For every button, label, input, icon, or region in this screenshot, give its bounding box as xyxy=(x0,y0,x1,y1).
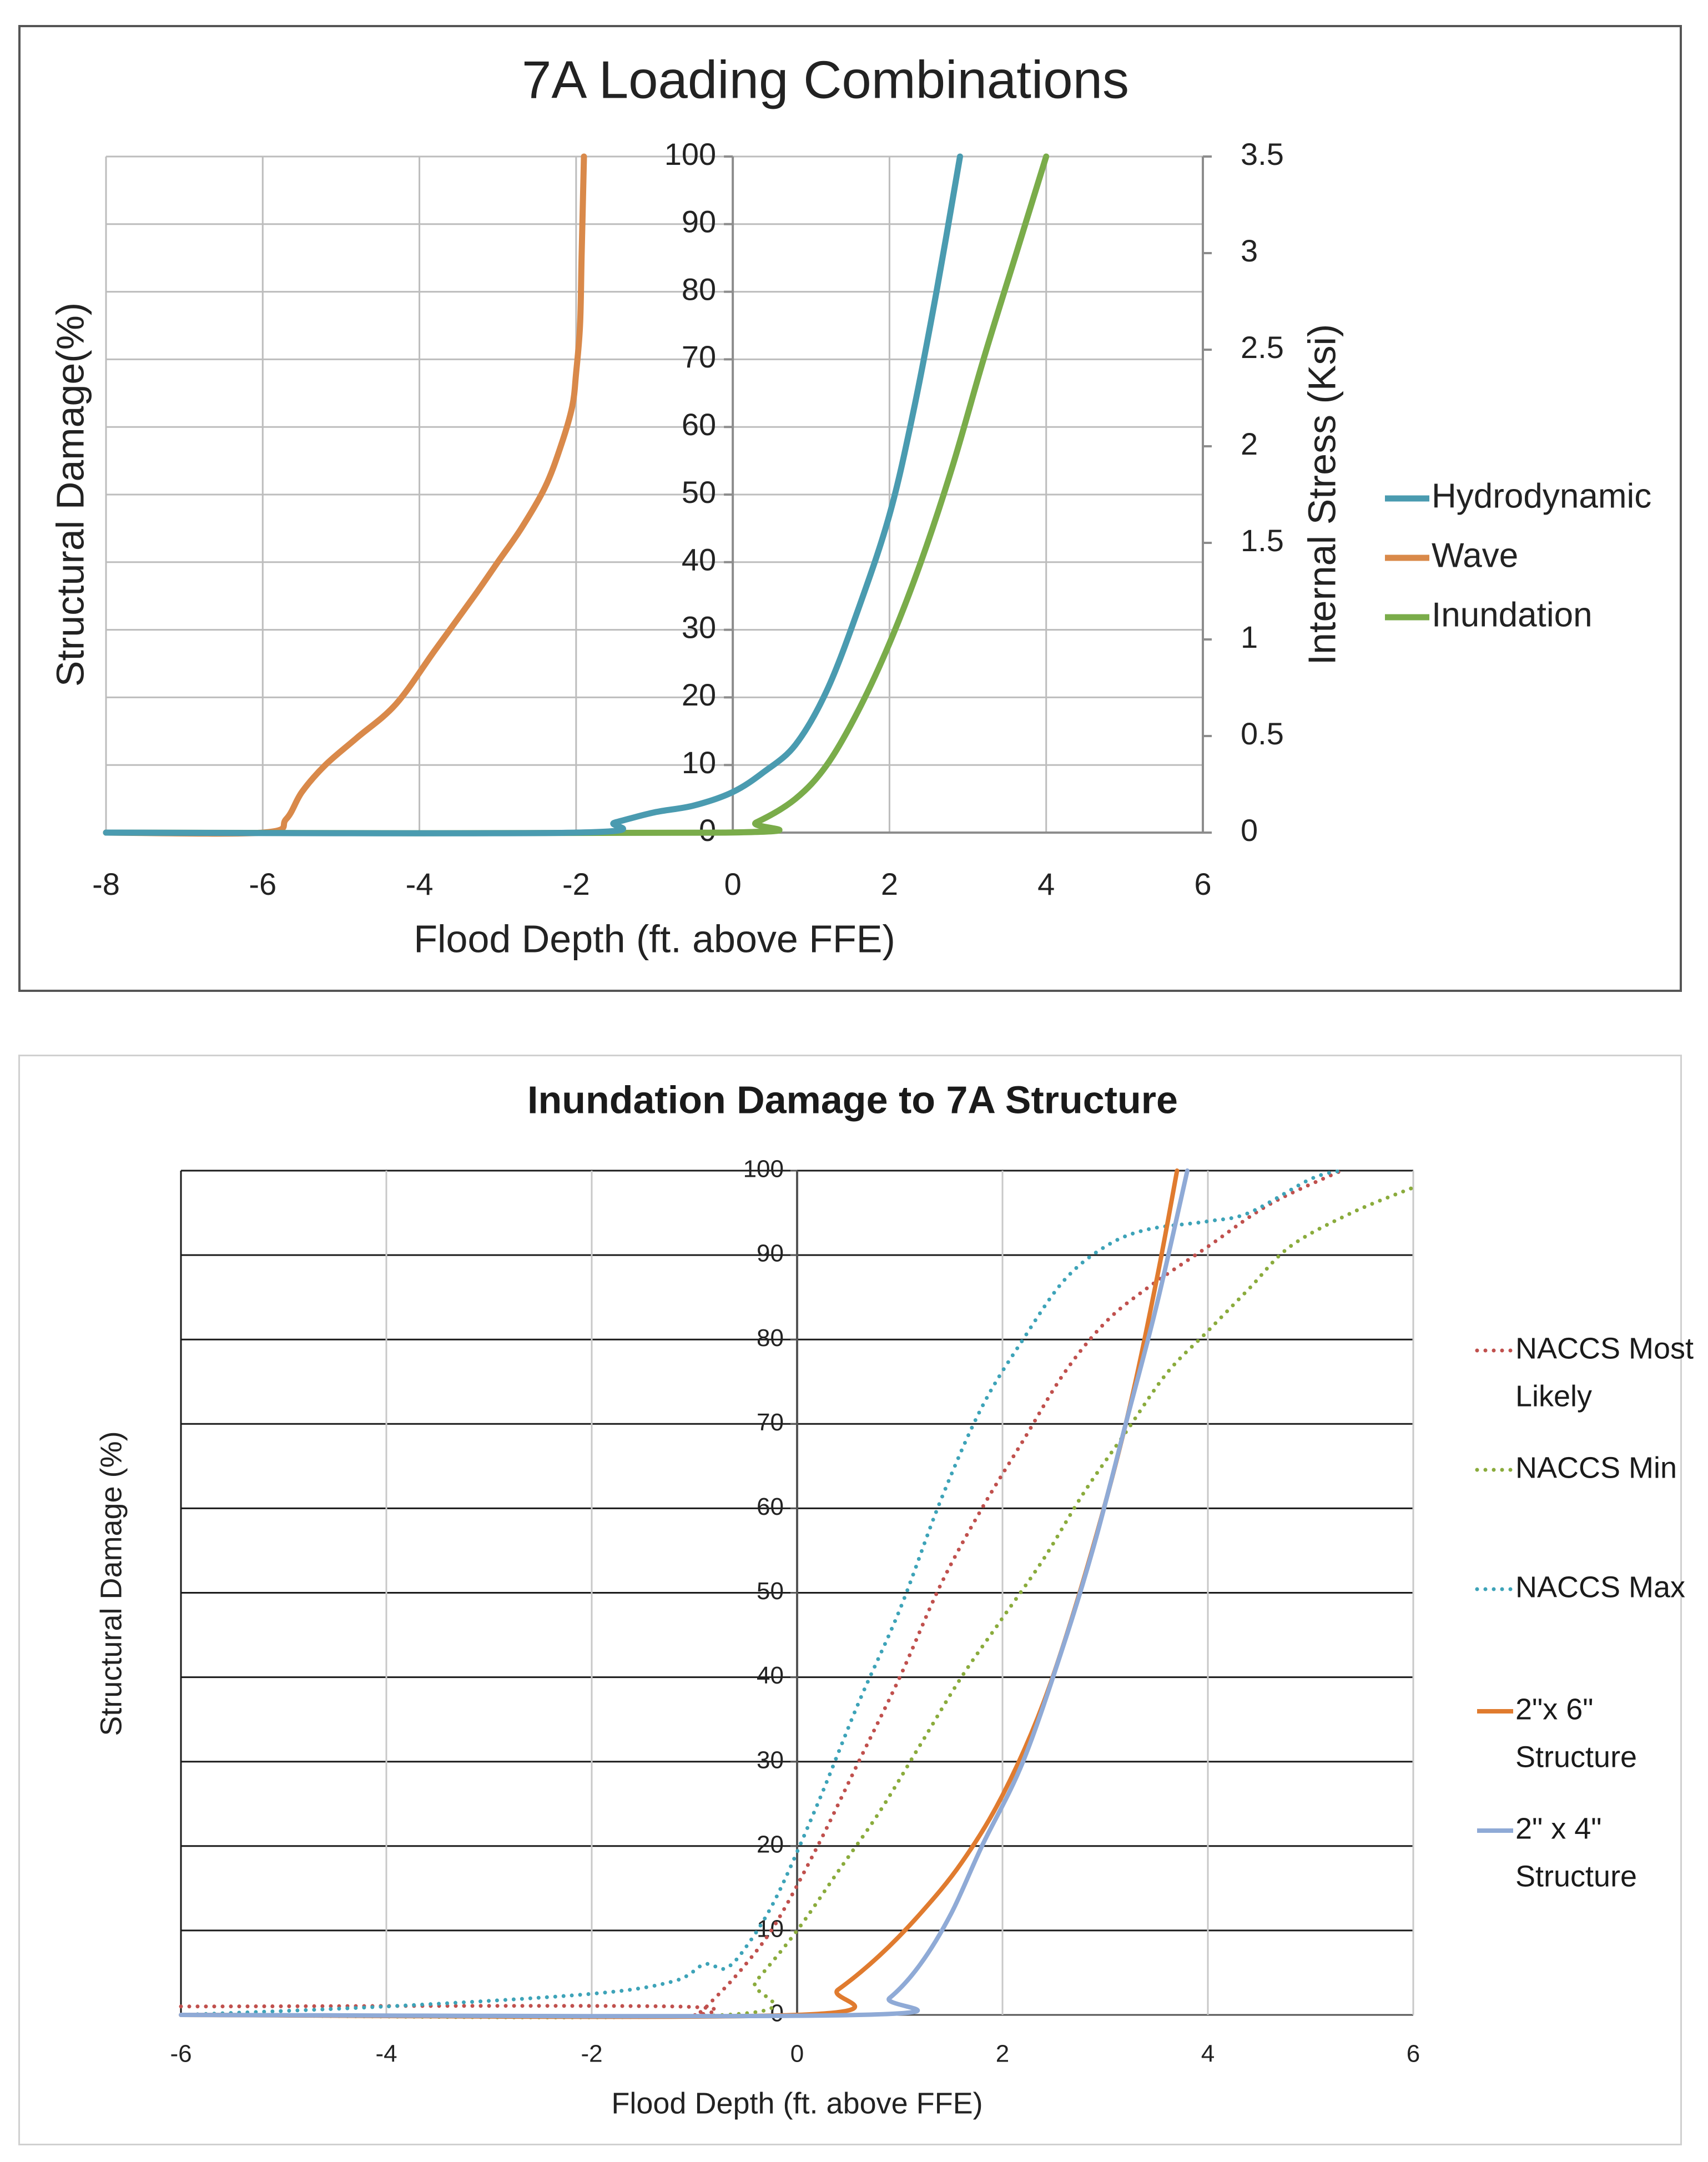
x-tick-label-4: 4 xyxy=(1037,866,1055,901)
x-tick-label-2: -2 xyxy=(562,866,590,901)
y2-tick-label-1: 1 xyxy=(1241,619,1258,654)
x-tick-label-2: 2 xyxy=(881,866,898,901)
x-tick-label-6: -6 xyxy=(249,866,276,901)
series-line-2-x-6-structure xyxy=(179,1168,1180,2019)
legend-label-2-x-6-structure-line-2: Structure xyxy=(1515,1740,1637,1773)
y2-tick-label-2-5: 2.5 xyxy=(1241,330,1284,365)
y-tick-label-50: 50 xyxy=(757,1578,784,1605)
y2-tick-label-1-5: 1.5 xyxy=(1241,523,1284,558)
series-line-naccs-max xyxy=(179,1168,1343,2017)
legend-label-naccs-most-likely-line-2: Likely xyxy=(1515,1379,1592,1413)
legend-label-hydrodynamic: Hydrodynamic xyxy=(1432,477,1651,515)
series-line-hydrodynamic xyxy=(103,153,963,836)
x-tick-label-0: 0 xyxy=(790,2040,804,2068)
legend-label-naccs-most-likely-line-1: NACCS Most xyxy=(1515,1332,1694,1365)
series-line-inundation xyxy=(103,153,1050,836)
x-tick-label-4: -4 xyxy=(406,866,434,901)
y-tick-label-60: 60 xyxy=(757,1493,784,1520)
x-tick-label-0: 0 xyxy=(724,866,742,901)
y2-tick-label-2: 2 xyxy=(1241,426,1258,461)
y-tick-label-10: 10 xyxy=(682,745,716,780)
legend-label-wave: Wave xyxy=(1432,536,1518,574)
y-tick-label-80: 80 xyxy=(682,271,716,306)
legend-label-2-x-4-structure-line-1: 2" x 4" xyxy=(1515,1812,1601,1845)
y-tick-label-30: 30 xyxy=(682,609,716,644)
series-line-naccs-most-likely xyxy=(179,1168,1343,2017)
x-tick-label-2: -2 xyxy=(581,2040,602,2068)
y2-tick-label-0: 0 xyxy=(1241,813,1258,848)
y-tick-label-70: 70 xyxy=(757,1409,784,1436)
loading-combinations-panel: 7A Loading Combinations 0 10 20 30 40 50 60 70 80… xyxy=(18,25,1682,992)
series-line-naccs-min xyxy=(179,1185,1415,2019)
y-tick-label-90: 90 xyxy=(757,1240,784,1267)
x-tick-label-6: -6 xyxy=(170,2040,192,2068)
y-tick-label-100: 100 xyxy=(743,1156,784,1183)
y-tick-label-20: 20 xyxy=(757,1831,784,1858)
y-tick-label-80: 80 xyxy=(757,1324,784,1352)
chart-title: Inundation Damage to 7A Structure xyxy=(527,1078,1178,1121)
y-tick-label-50: 50 xyxy=(682,475,716,510)
y-tick-label-40: 40 xyxy=(757,1662,784,1689)
x-tick-label-4: -4 xyxy=(375,2040,397,2068)
loading-combinations-chart: 7A Loading Combinations01020304050607080… xyxy=(48,50,1651,960)
x-tick-label-6: 6 xyxy=(1194,866,1211,901)
chart-title: 7A Loading Combinations xyxy=(522,50,1129,109)
series-line-2-x-4-structure xyxy=(179,1168,1190,2019)
x-axis-label: Flood Depth (ft. above FFE) xyxy=(414,917,895,960)
y-tick-label-30: 30 xyxy=(757,1746,784,1773)
x-tick-label-6: 6 xyxy=(1407,2040,1420,2068)
y2-tick-label-3-5: 3.5 xyxy=(1241,137,1284,172)
x-axis-label: Flood Depth (ft. above FFE) xyxy=(611,2087,983,2120)
legend-label-naccs-min-line-1: NACCS Min xyxy=(1515,1451,1677,1484)
y2-tick-label-3: 3 xyxy=(1241,233,1258,268)
inundation-damage-chart: Inundation Damage to 7A Structure0102030… xyxy=(94,1078,1694,2120)
x-tick-label-2: 2 xyxy=(996,2040,1009,2068)
y2-axis-label: Internal Stress (Ksi) xyxy=(1300,324,1343,666)
y-tick-label-90: 90 xyxy=(682,204,716,239)
inundation-damage-panel: Inundation Damage to 7A Structure 0 10 20 30… xyxy=(18,1055,1694,2145)
legend-label-inundation: Inundation xyxy=(1432,596,1593,634)
x-tick-label-4: 4 xyxy=(1201,2040,1215,2068)
y2-tick-label-0-5: 0.5 xyxy=(1241,716,1284,751)
y-tick-label-20: 20 xyxy=(682,677,716,712)
y-tick-label-40: 40 xyxy=(682,542,716,577)
series-line-wave xyxy=(103,153,587,837)
legend-label-naccs-max-line-1: NACCS Max xyxy=(1515,1570,1685,1604)
x-tick-label-8: -8 xyxy=(92,866,120,901)
y-tick-label-60: 60 xyxy=(682,407,716,442)
y-tick-label-70: 70 xyxy=(682,339,716,374)
y-axis-label: Structural Damage(%) xyxy=(48,303,92,687)
y-axis-label: Structural Damage (%) xyxy=(94,1431,128,1736)
y-tick-label-100: 100 xyxy=(664,137,716,172)
legend-label-2-x-6-structure-line-1: 2"x 6" xyxy=(1515,1692,1593,1726)
legend-label-2-x-4-structure-line-2: Structure xyxy=(1515,1859,1637,1893)
